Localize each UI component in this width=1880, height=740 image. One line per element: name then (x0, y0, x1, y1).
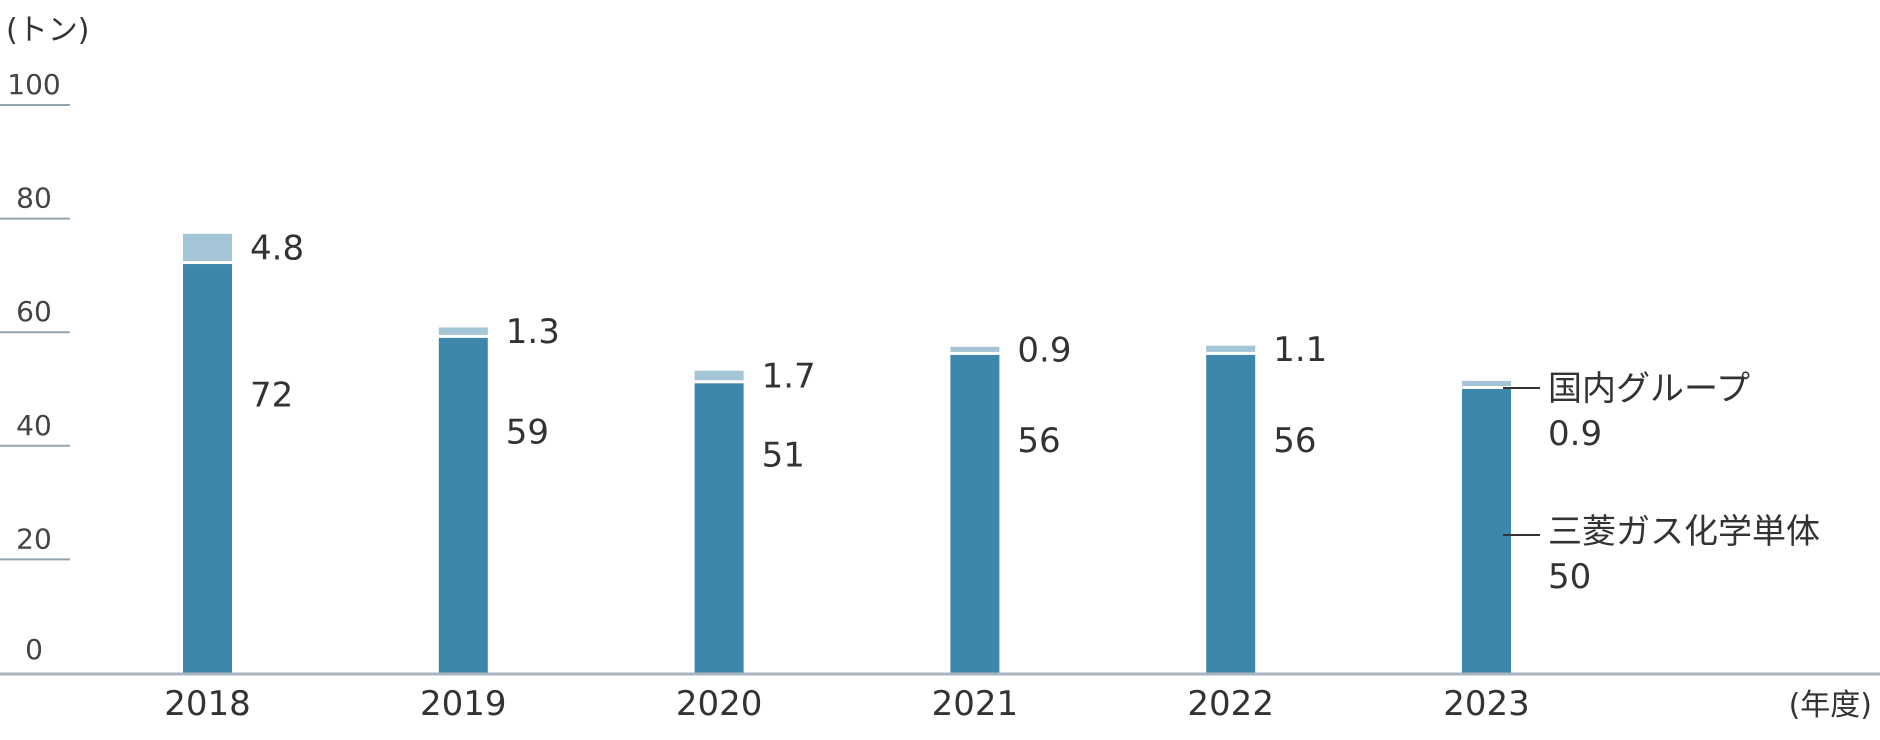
bar-group-2019 (438, 327, 488, 335)
value-label-single-2020: 51 (762, 435, 805, 475)
y-tick-label: 20 (16, 522, 52, 555)
legend-label-group: 国内グループ (1548, 369, 1750, 409)
bar-single-2022 (1206, 354, 1256, 673)
bar-single-2019 (438, 337, 488, 673)
value-label-group-2021: 0.9 (1017, 330, 1071, 370)
y-tick-label: 60 (16, 295, 52, 328)
x-tick-label-2019: 2019 (420, 684, 507, 724)
bar-single-2020 (694, 383, 744, 673)
value-label-group-2019: 1.3 (506, 312, 560, 352)
bar-single-2023 (1462, 389, 1511, 673)
y-unit-label: (トン) (6, 13, 89, 48)
x-tick-label-2018: 2018 (164, 684, 251, 724)
bar-group-2022 (1206, 345, 1256, 352)
bar-group-2018 (183, 233, 232, 262)
x-axis: 2018 2019 2020 2021 2022 2023 (0, 672, 1880, 724)
bar-group-2023 (1462, 380, 1511, 386)
y-axis: 0 20 40 60 80 100 (0, 68, 70, 666)
legend-value-group: 0.9 (1548, 414, 1602, 454)
legend-value-single: 50 (1548, 557, 1591, 597)
bar-group-2021 (950, 346, 1000, 352)
x-tick-label-2021: 2021 (932, 684, 1019, 724)
legend: 国内グループ 0.9 三菱ガス化学単体 50 (1503, 369, 1820, 597)
x-tick-label-2022: 2022 (1187, 684, 1274, 724)
y-tick-label: 0 (25, 633, 43, 666)
y-tick-label: 100 (7, 68, 60, 101)
y-tick-label: 80 (16, 182, 52, 215)
legend-label-single: 三菱ガス化学単体 (1548, 512, 1820, 552)
value-label-group-2022: 1.1 (1273, 330, 1327, 370)
value-label-single-2021: 56 (1017, 421, 1060, 461)
bars (183, 233, 1511, 673)
value-label-single-2022: 56 (1273, 421, 1316, 461)
value-label-single-2018: 72 (250, 376, 293, 416)
bar-single-2021 (950, 354, 1000, 673)
value-label-single-2019: 59 (506, 413, 549, 453)
x-tick-label-2023: 2023 (1443, 684, 1530, 724)
bar-group-2020 (694, 370, 744, 381)
x-unit-label: (年度) (1789, 688, 1872, 723)
value-labels: 4.8 72 1.3 59 1.7 51 0.9 56 1.1 56 (250, 228, 1327, 475)
x-tick-label-2020: 2020 (676, 684, 763, 724)
value-label-group-2020: 1.7 (762, 356, 816, 396)
value-label-group-2018: 4.8 (250, 228, 304, 268)
bar-single-2018 (183, 264, 232, 673)
y-tick-label: 40 (16, 409, 52, 442)
